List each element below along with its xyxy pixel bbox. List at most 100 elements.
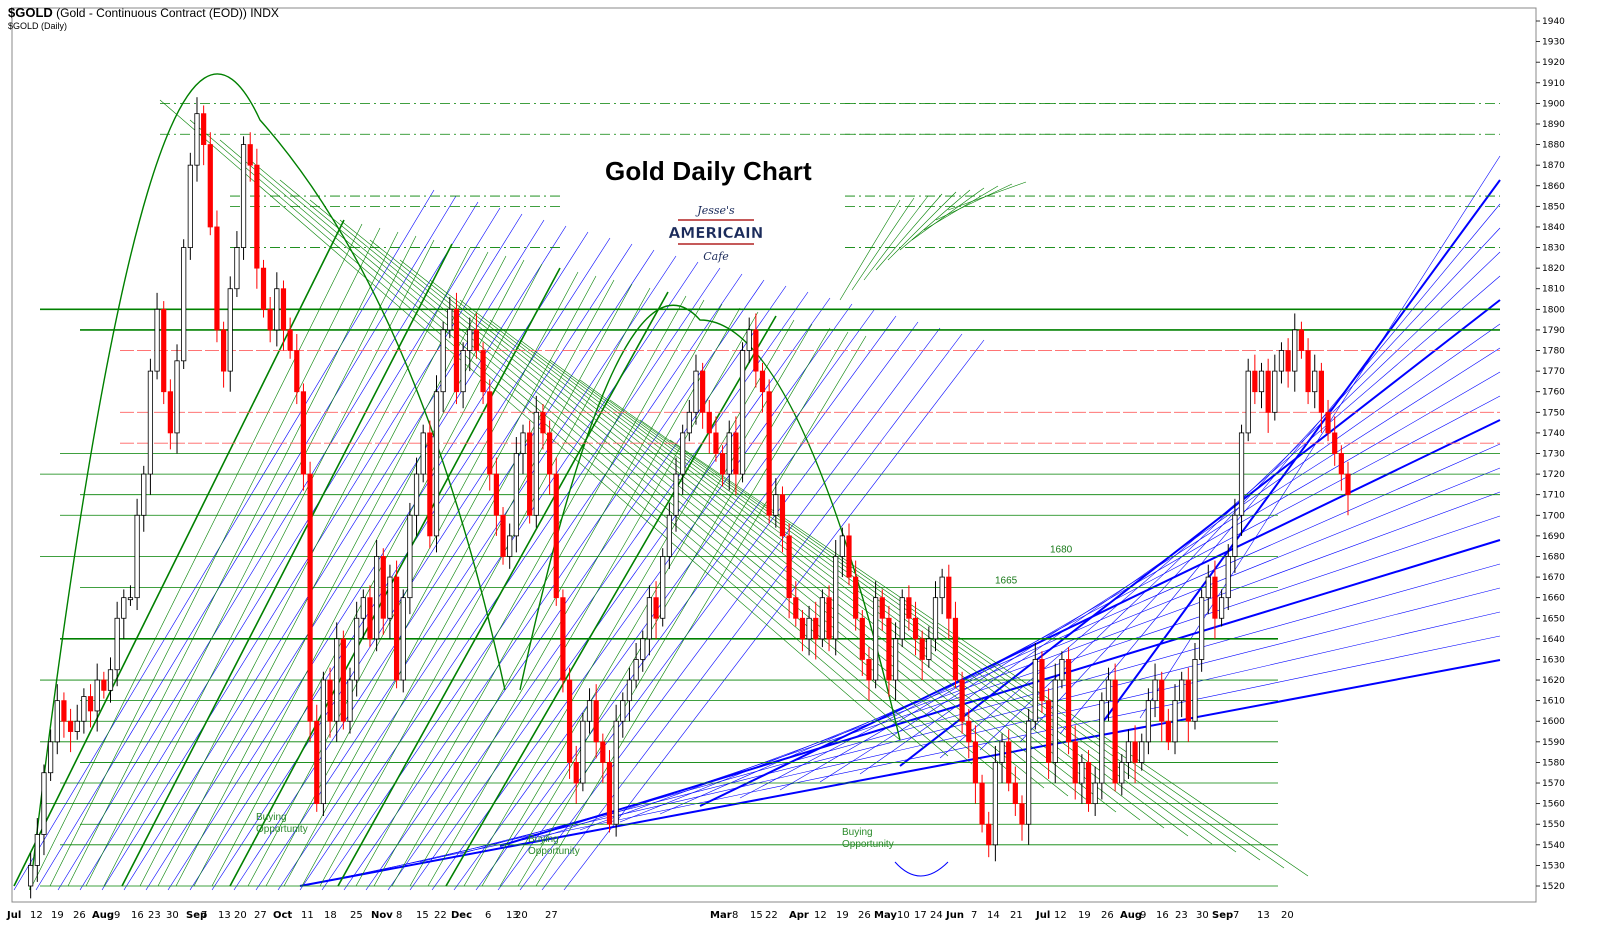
up-candle [660,556,666,619]
green-trend-line [31,223,363,887]
down-candle [294,350,300,393]
price-tick-label: 1590 [1542,738,1565,748]
up-candle [141,473,147,516]
up-candle [580,720,586,784]
down-candle [793,597,799,619]
date-tick-label: 15 [750,910,763,921]
down-candle [1012,782,1018,805]
down-candle [61,700,67,722]
down-candle [280,288,287,331]
down-candle [287,329,293,351]
down-candle [1132,741,1138,763]
green-trend-line [309,199,1021,781]
up-candle [1052,679,1058,763]
down-candle [1085,762,1092,805]
green-trend-line [337,291,669,887]
up-candle [240,144,247,248]
down-candle [593,700,599,743]
up-candle [1199,597,1205,660]
down-candle [959,679,965,722]
up-candle [360,597,366,619]
down-candle [859,617,865,660]
green-trend-line [899,189,971,251]
date-tick-label: Nov [371,910,393,921]
price-tick-label: 1660 [1542,594,1565,604]
buying-opportunity-note: Buying [256,812,287,823]
price-tick-label: 1600 [1542,717,1565,727]
up-candle [154,308,160,372]
date-tick-label: Aug [92,910,114,921]
price-tick-label: 1840 [1542,223,1565,233]
green-trend-line [429,279,1117,813]
up-candle [1292,329,1298,372]
up-candle [107,669,114,691]
up-candle [507,535,513,557]
down-candle [1112,679,1118,784]
blue-trend-line [779,371,1501,791]
date-tick-label: 22 [434,910,447,921]
up-candle [1139,741,1145,763]
down-candle [393,576,400,681]
down-candle [1039,659,1045,702]
blue-trend-line [79,207,501,891]
down-candle [879,597,885,619]
green-trend-line [463,319,795,887]
down-candle [972,741,979,784]
up-candle [746,329,752,351]
down-candle [247,144,253,166]
green-trend-line [159,99,901,741]
blue-trend-line [1059,203,1501,735]
date-tick-label: 27 [545,910,558,921]
up-candle [613,720,619,825]
down-candle [912,617,919,640]
up-candle [1312,370,1318,393]
up-candle [992,762,998,846]
up-candle [187,164,193,248]
down-candle [1006,741,1012,784]
date-tick-label: 8 [396,910,402,921]
date-tick-label: 17 [914,910,927,921]
gann-arc [29,73,506,891]
price-tick-label: 1760 [1542,388,1565,398]
up-candle [1192,659,1198,722]
down-candle [307,473,313,722]
down-candle [733,432,739,475]
green-trend-line [67,231,399,887]
symbol-description: (Gold - Continuous Contract (EOD)) INDX [56,6,279,20]
blue-trend-line [13,189,435,891]
date-tick-label: 18 [324,910,337,921]
down-candle [946,576,952,619]
down-candle [1065,659,1072,743]
down-candle [207,144,213,228]
up-candle [467,329,473,351]
up-candle [520,432,526,454]
date-tick-label: 23 [1175,910,1188,921]
up-candle [1172,700,1178,743]
blue-trend-line [431,303,853,891]
down-candle [220,329,227,372]
up-candle [739,350,746,475]
up-candle [181,247,187,362]
green-trend-line [373,299,705,887]
price-tick-label: 1780 [1542,347,1565,357]
up-candle [533,411,539,516]
date-tick-label: 26 [858,910,871,921]
date-tick-label: 15 [416,910,429,921]
down-candle [906,597,912,619]
down-candle [527,432,533,516]
down-candle [267,308,273,331]
up-candle [833,556,839,640]
up-candle [839,535,845,557]
symbol: $GOLD [8,5,53,20]
down-candle [606,762,613,825]
down-candle [260,267,267,310]
down-candle [919,638,925,660]
down-candle [766,391,772,516]
up-candle [1278,350,1285,372]
up-candle [54,700,60,743]
up-candle [633,659,639,681]
down-candle [573,762,579,784]
up-candle [121,597,127,619]
down-candle [706,411,712,434]
